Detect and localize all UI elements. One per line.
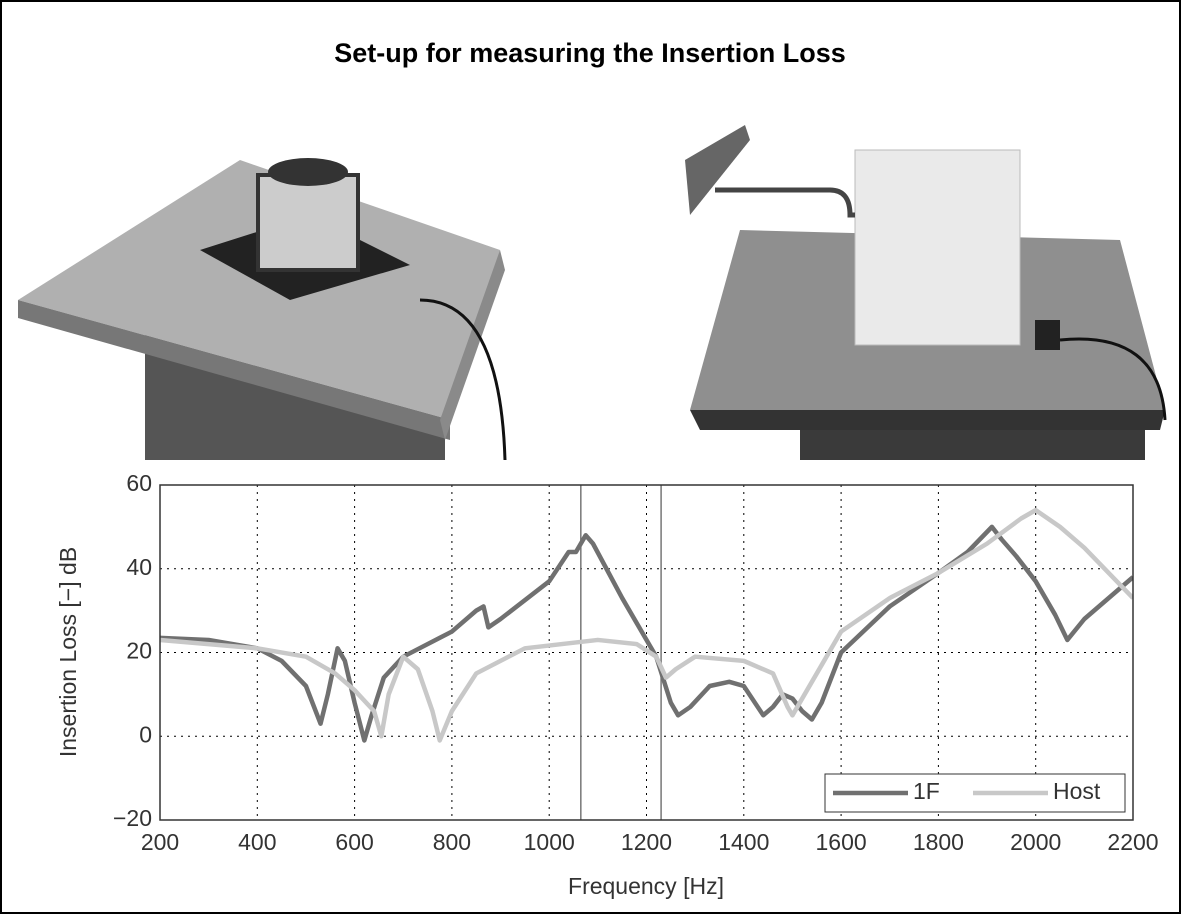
y-tick-label: 20 xyxy=(126,638,152,664)
x-tick-label: 600 xyxy=(335,829,373,855)
slide-title: Set-up for measuring the Insertion Loss xyxy=(334,38,846,68)
x-tick-label: 200 xyxy=(141,829,179,855)
x-tick-label: 400 xyxy=(238,829,276,855)
y-tick-label: 40 xyxy=(126,554,152,580)
x-tick-label: 2200 xyxy=(1107,829,1158,855)
x-tick-label: 1400 xyxy=(718,829,769,855)
x-axis-label: Frequency [Hz] xyxy=(568,873,724,899)
legend-label: Host xyxy=(1053,778,1101,804)
y-tick-label: 0 xyxy=(139,721,152,747)
x-tick-label: 800 xyxy=(433,829,471,855)
x-tick-label: 1000 xyxy=(524,829,575,855)
data-line xyxy=(160,507,1133,743)
x-tick-label: 2000 xyxy=(1010,829,1061,855)
legend-label: 1F xyxy=(913,778,940,804)
plot-frame xyxy=(159,484,1134,821)
x-tick-label: 1600 xyxy=(816,829,867,855)
y-tick-label: 60 xyxy=(126,470,152,496)
photo-left xyxy=(18,158,507,461)
y-tick-label: −20 xyxy=(113,805,152,831)
photo-right xyxy=(685,125,1167,460)
x-tick-label: 1200 xyxy=(621,829,672,855)
y-axis-label: Insertion Loss [−] dB xyxy=(55,547,81,757)
x-tick-label: 1800 xyxy=(913,829,964,855)
